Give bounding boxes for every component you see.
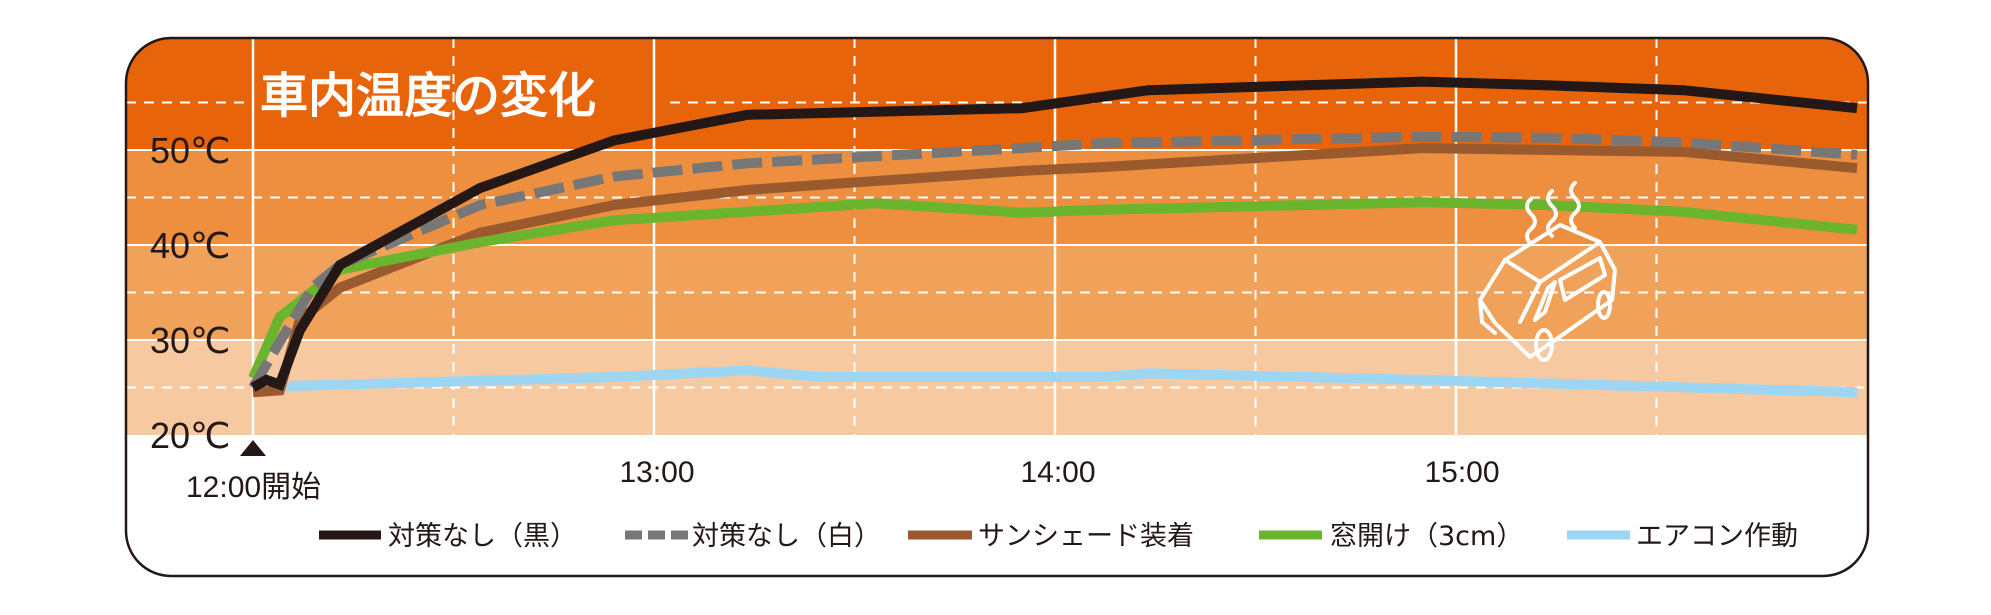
x-tick-label: 14:00 <box>1020 456 1095 489</box>
chart-frame <box>124 36 1870 578</box>
y-tick-label: 30℃ <box>150 320 230 361</box>
legend-item: サンシェード装着 <box>908 521 1194 552</box>
background-band <box>126 38 1868 150</box>
y-tick-label: 50℃ <box>150 130 230 171</box>
legend-label: 対策なし（黒） <box>388 521 577 552</box>
x-axis-ticks: 12:00開始 13:00 14:00 15:00 <box>186 456 1500 504</box>
legend-item: 窓開け（3cm） <box>1259 521 1523 552</box>
legend-item: エアコン作動 <box>1567 521 1798 552</box>
legend-item: 対策なし（黒） <box>319 521 577 552</box>
legend-item: 対策なし（白） <box>625 521 881 552</box>
series-line <box>250 76 1858 392</box>
triangle-up-icon <box>240 440 266 456</box>
x-tick-label: 12:00開始 <box>186 471 321 504</box>
legend-label: 窓開け（3cm） <box>1330 521 1523 552</box>
series-line <box>252 365 1858 398</box>
hot-car-icon <box>1478 181 1617 362</box>
x-tick-label: 15:00 <box>1424 456 1499 489</box>
series-lines <box>248 76 1858 398</box>
legend-label: サンシェード装着 <box>978 521 1194 552</box>
y-tick-label: 20℃ <box>150 415 230 456</box>
x-tick-label: 13:00 <box>619 456 694 489</box>
y-axis-ticks: 20℃ 30℃ 40℃ 50℃ <box>150 130 230 456</box>
series-line <box>248 131 1858 391</box>
y-tick-label: 40℃ <box>150 225 230 266</box>
legend: 対策なし（黒） 対策なし（白） サンシェード装着 窓開け（3cm） エアコン作動 <box>319 521 1798 552</box>
legend-label: 対策なし（白） <box>692 521 881 552</box>
chart-title: 車内温度の変化 <box>260 68 596 124</box>
legend-label: エアコン作動 <box>1636 521 1798 552</box>
